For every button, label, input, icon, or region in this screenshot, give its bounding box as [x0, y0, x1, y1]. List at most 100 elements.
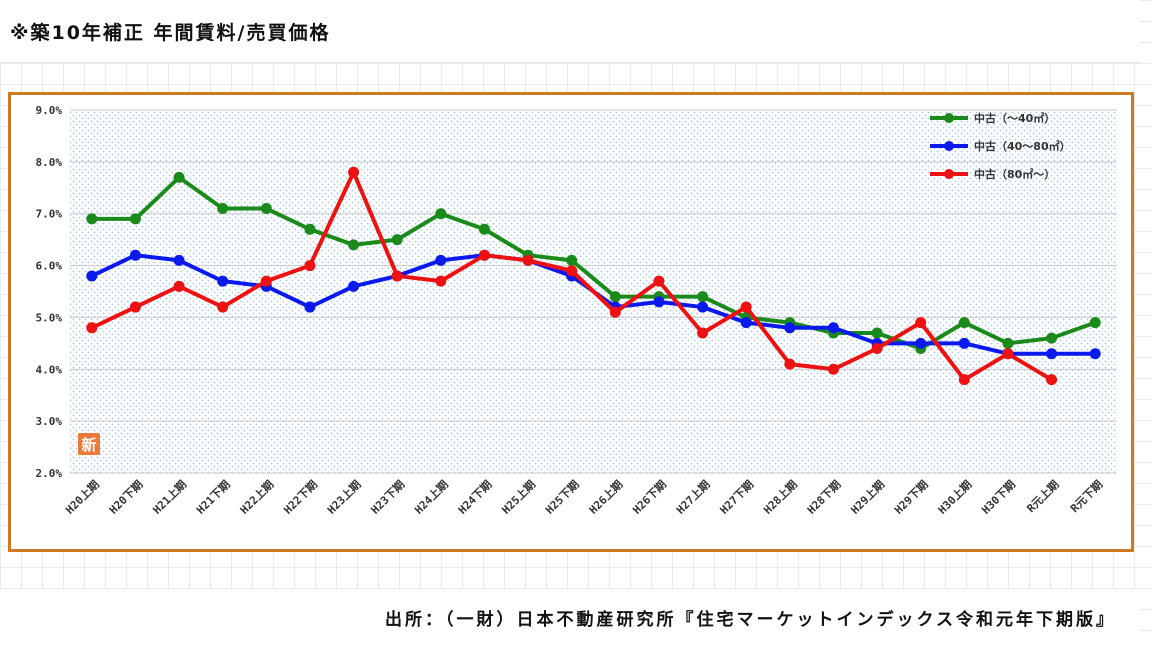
- x-tick-label: H21上期: [150, 477, 190, 517]
- data-point: [478, 223, 490, 235]
- legend-label: 中古（80㎡～）: [974, 167, 1055, 181]
- data-point: [740, 301, 752, 313]
- x-tick-label: H28下期: [804, 477, 844, 517]
- source-note: 出所：（一財）日本不動産研究所『住宅マーケットインデックス令和元年下期版』: [385, 610, 1116, 630]
- data-point: [129, 301, 141, 313]
- data-point: [958, 374, 970, 386]
- x-tick-label: H25下期: [542, 477, 582, 517]
- data-point: [391, 270, 403, 282]
- legend-label: 中古（40～80㎡）: [974, 139, 1071, 153]
- y-tick-label: 5.0%: [36, 311, 63, 324]
- x-tick-label: H24上期: [411, 477, 451, 517]
- data-point: [173, 280, 185, 292]
- data-point: [478, 249, 490, 261]
- data-point: [1002, 337, 1014, 349]
- data-point: [1046, 348, 1058, 360]
- x-tick-label: H29上期: [848, 477, 888, 517]
- x-tick-label: H20上期: [62, 477, 102, 517]
- data-point: [348, 280, 360, 292]
- data-point: [260, 203, 272, 215]
- data-point: [217, 203, 229, 215]
- data-point: [740, 317, 752, 329]
- data-point: [173, 171, 185, 183]
- data-point: [435, 208, 447, 220]
- source-band: [0, 590, 1140, 647]
- data-point: [871, 327, 883, 339]
- data-point: [173, 254, 185, 266]
- data-point: [86, 270, 98, 282]
- data-point: [958, 337, 970, 349]
- data-point: [653, 275, 665, 287]
- data-point: [435, 275, 447, 287]
- series-3: [86, 166, 1058, 386]
- data-point: [304, 301, 316, 313]
- y-tick-label: 6.0%: [36, 260, 63, 273]
- stamp-text: 新: [81, 436, 96, 454]
- x-tick-label: R元下期: [1067, 477, 1105, 515]
- legend-marker: [944, 141, 954, 151]
- data-point: [348, 239, 360, 251]
- data-point: [827, 322, 839, 334]
- x-tick-label: H27上期: [673, 477, 713, 517]
- x-tick-label: H24下期: [455, 477, 495, 517]
- data-point: [1046, 332, 1058, 344]
- stamp-logo: [78, 433, 100, 455]
- data-point: [304, 223, 316, 235]
- data-point: [871, 343, 883, 355]
- x-tick-label: H30下期: [979, 477, 1019, 517]
- y-tick-label: 9.0%: [36, 104, 63, 117]
- x-tick-label: H30上期: [935, 477, 975, 517]
- x-tick-label: H22下期: [281, 477, 321, 517]
- legend-marker: [944, 169, 954, 179]
- data-point: [1002, 348, 1014, 360]
- data-point: [86, 213, 98, 225]
- data-point: [827, 363, 839, 375]
- data-point: [217, 275, 229, 287]
- x-tick-label: H23下期: [368, 477, 408, 517]
- x-tick-label: H22上期: [237, 477, 277, 517]
- data-point: [958, 317, 970, 329]
- data-point: [784, 358, 796, 370]
- x-tick-label: R元上期: [1024, 477, 1062, 515]
- data-point: [522, 254, 534, 266]
- data-point: [697, 291, 709, 303]
- header-band: [0, 0, 1140, 63]
- x-tick-label: H20下期: [106, 477, 146, 517]
- data-point: [217, 301, 229, 313]
- data-point: [1089, 348, 1101, 360]
- page-title: ※築10年補正 年間賃料/売買価格: [10, 22, 331, 44]
- x-tick-label: H26上期: [586, 477, 626, 517]
- legend-marker: [944, 113, 954, 123]
- y-tick-label: 3.0%: [36, 415, 63, 428]
- x-tick-label: H21下期: [193, 477, 233, 517]
- data-point: [1046, 374, 1058, 386]
- x-tick-label: H26下期: [630, 477, 670, 517]
- data-point: [697, 301, 709, 313]
- y-tick-label: 4.0%: [36, 363, 63, 376]
- y-tick-label: 8.0%: [36, 156, 63, 169]
- data-point: [435, 254, 447, 266]
- data-point: [129, 249, 141, 261]
- x-tick-label: H29下期: [891, 477, 931, 517]
- data-point: [304, 260, 316, 272]
- data-point: [566, 254, 578, 266]
- data-point: [915, 317, 927, 329]
- data-point: [784, 322, 796, 334]
- data-point: [129, 213, 141, 225]
- data-point: [653, 296, 665, 308]
- data-point: [1089, 317, 1101, 329]
- x-tick-label: H28上期: [760, 477, 800, 517]
- y-tick-label: 2.0%: [36, 467, 63, 480]
- data-point: [260, 275, 272, 287]
- data-point: [915, 337, 927, 349]
- x-tick-label: H27下期: [717, 477, 757, 517]
- y-tick-label: 7.0%: [36, 208, 63, 221]
- x-tick-label: H23上期: [324, 477, 364, 517]
- data-point: [348, 166, 360, 178]
- data-point: [609, 291, 621, 303]
- legend-label: 中古（～40㎡）: [974, 111, 1055, 125]
- data-point: [697, 327, 709, 339]
- x-tick-label: H25上期: [499, 477, 539, 517]
- data-point: [566, 265, 578, 277]
